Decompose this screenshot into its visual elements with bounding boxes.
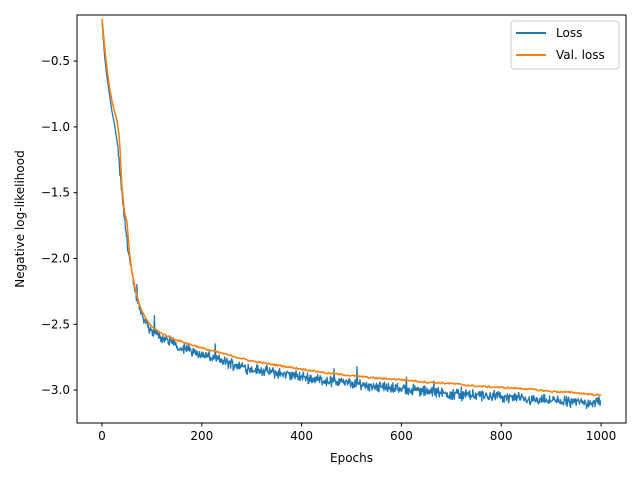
y-axis-label: Negative log-likelihood	[13, 150, 27, 287]
plot-series	[101, 18, 602, 410]
legend: Loss Val. loss	[510, 20, 620, 70]
x-tick-label: 400	[290, 429, 313, 443]
legend-label-loss: Loss	[556, 26, 582, 40]
plot-frame	[76, 14, 627, 424]
x-tick-label: 0	[98, 429, 106, 443]
x-tick-label: 1000	[586, 429, 617, 443]
val-loss-line	[101, 18, 602, 397]
y-axis-ticks: −3.0 −2.5 −2.0 −1.5 −1.0 −0.5	[41, 54, 77, 397]
x-tick-label: 800	[490, 429, 513, 443]
loss-line	[101, 21, 602, 410]
x-tick-label: 200	[190, 429, 213, 443]
y-tick-label: −1.0	[41, 120, 70, 134]
y-tick-label: −2.5	[41, 317, 70, 331]
legend-label-val-loss: Val. loss	[556, 48, 605, 62]
y-tick-label: −0.5	[41, 54, 70, 68]
x-axis-label: Epochs	[330, 451, 373, 465]
y-tick-label: −2.0	[41, 251, 70, 265]
x-tick-label: 600	[390, 429, 413, 443]
y-tick-label: −3.0	[41, 383, 70, 397]
y-tick-label: −1.5	[41, 186, 70, 200]
x-axis-ticks: 0 200 400 600 800 1000	[98, 423, 616, 443]
